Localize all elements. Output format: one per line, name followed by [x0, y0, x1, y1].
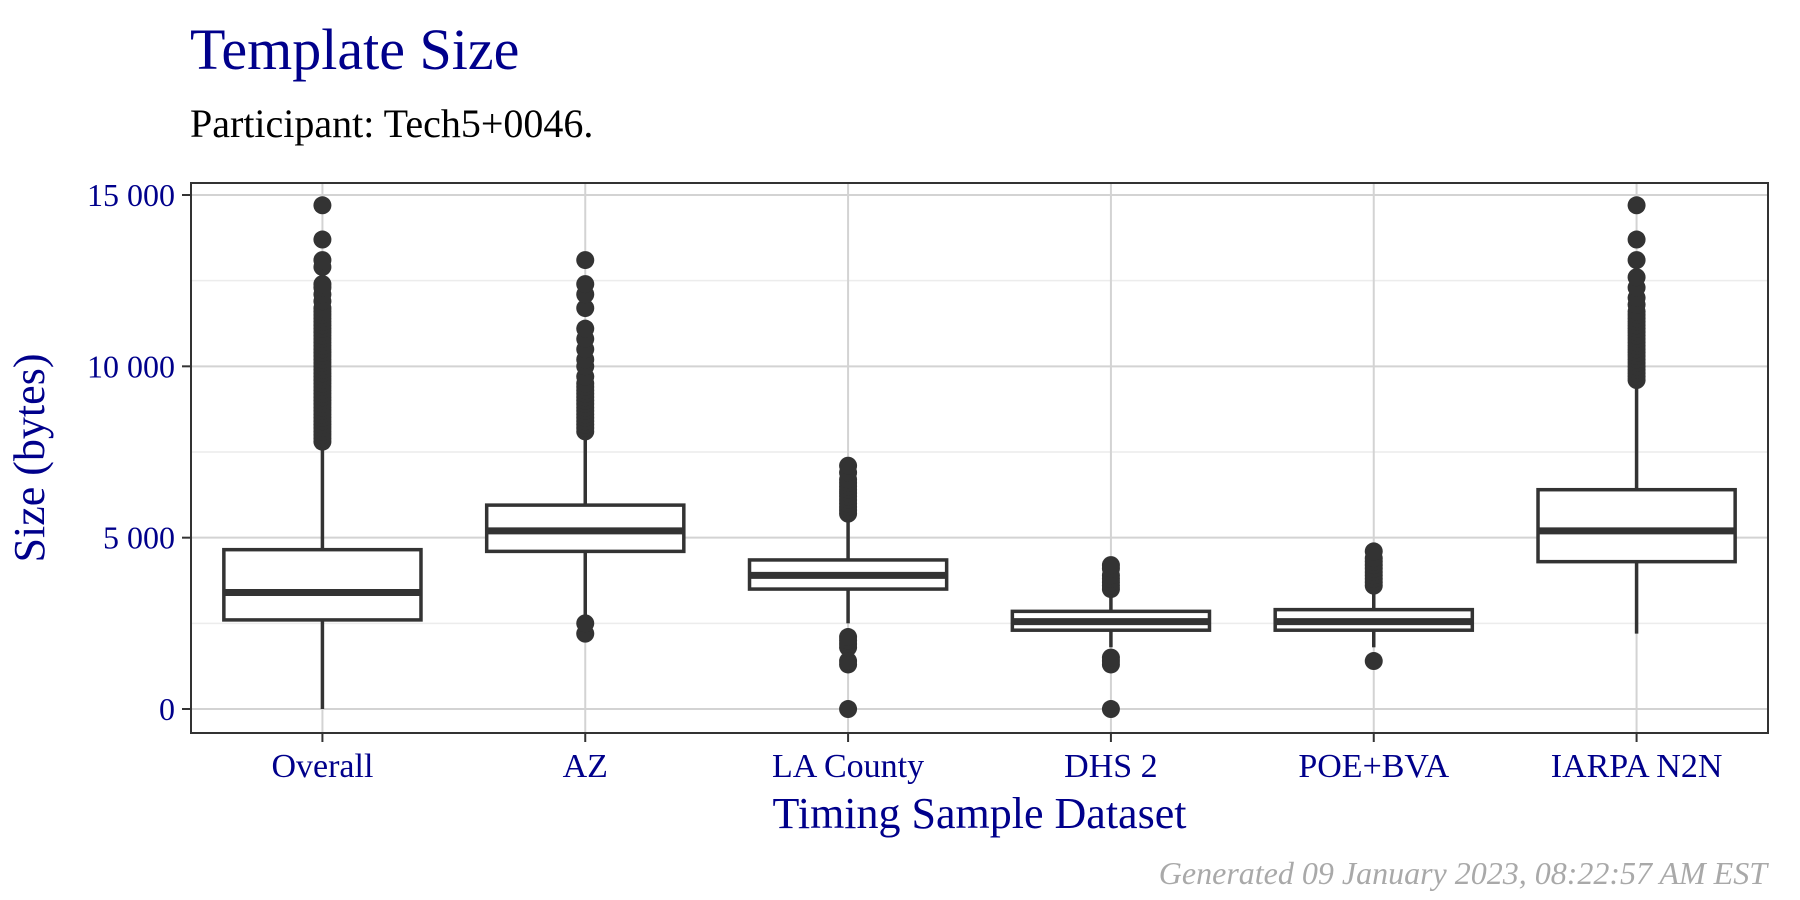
- outlier-point: [1627, 268, 1646, 287]
- outlier-point: [1364, 652, 1383, 671]
- outlier-point: [576, 319, 595, 338]
- box-series: [222, 196, 1737, 719]
- x-tick-label: Overall: [271, 748, 373, 785]
- outlier-point: [1627, 251, 1646, 270]
- outlier-point: [313, 275, 332, 294]
- box-overall: [222, 196, 423, 710]
- outlier-point: [1101, 648, 1120, 667]
- x-tick-label: DHS 2: [1064, 748, 1158, 785]
- outlier-point: [1101, 700, 1120, 719]
- plot-panel-border: [190, 182, 1769, 734]
- outlier-point: [313, 230, 332, 249]
- generated-timestamp: Generated 09 January 2023, 08:22:57 AM E…: [1158, 855, 1767, 891]
- outlier-point: [313, 196, 332, 215]
- chart-title: Template Size: [190, 17, 520, 82]
- outlier-point: [839, 456, 858, 475]
- x-tick-label: AZ: [563, 748, 608, 785]
- x-axis: Overall AZ LA County DHS 2 POE+BVA IARPA N2N: [271, 733, 1722, 785]
- y-tick-label: 10 000: [87, 348, 175, 384]
- grid-lines: [191, 183, 1768, 733]
- outlier-point: [1627, 230, 1646, 249]
- outlier-point: [1364, 542, 1383, 561]
- box-dhs-2: [1010, 556, 1212, 719]
- box-az: [484, 251, 686, 643]
- chart-subtitle: Participant: Tech5+0046.: [190, 101, 594, 146]
- outlier-point: [1101, 556, 1120, 575]
- outlier-point: [839, 628, 858, 647]
- outlier-point: [576, 614, 595, 633]
- x-tick-label: POE+BVA: [1298, 748, 1449, 785]
- iqr-box: [222, 547, 423, 622]
- y-tick-label: 5 000: [103, 520, 175, 556]
- x-tick-label: LA County: [772, 748, 924, 785]
- iqr-box: [1536, 487, 1737, 564]
- x-tick-label: IARPA N2N: [1551, 748, 1723, 785]
- outlier-point: [1627, 196, 1646, 215]
- outlier-point: [839, 652, 858, 671]
- box-poe-bva: [1273, 542, 1475, 671]
- outlier-point: [576, 299, 595, 318]
- outlier-point: [839, 700, 858, 719]
- y-axis-label: Size (bytes): [5, 354, 54, 563]
- outlier-point: [313, 251, 332, 270]
- box-la-county: [747, 456, 949, 719]
- y-tick-label: 15 000: [87, 177, 175, 213]
- y-tick-label: 0: [159, 691, 175, 727]
- outlier-point: [576, 275, 595, 294]
- x-axis-label: Timing Sample Dataset: [773, 789, 1187, 838]
- y-axis: 0 5 000 10 000 15 000: [87, 177, 191, 727]
- box-iarpa-n2n: [1536, 196, 1737, 634]
- outlier-point: [576, 251, 595, 270]
